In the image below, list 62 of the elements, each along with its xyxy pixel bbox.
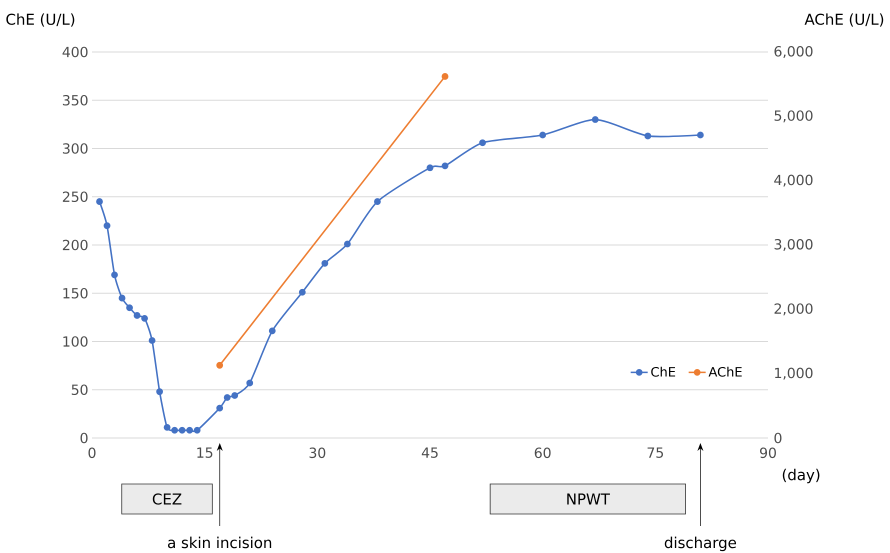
point [96,198,103,205]
y2-tick-label: 1,000 [775,368,813,380]
y2-tick-label: 0 [774,432,782,444]
x-tick-label: 15 [197,448,212,458]
y-tick-label: 0 [80,432,88,444]
point [224,394,231,401]
y-tick-label: 400 [62,46,88,58]
text: CEZ [152,493,182,505]
y-axis-title: ChE (U/L) [6,13,74,27]
y2-tick-label: 2,000 [774,303,813,316]
y2-tick-label: 3,000 [774,239,813,251]
y-tick-label: 150 [63,288,88,299]
point [156,388,163,396]
point [298,288,306,296]
y2-axis-title: AChE (U/L) [804,13,884,27]
point [141,314,148,322]
legend-label: AChE [708,366,742,377]
point [178,426,186,434]
point [321,260,328,267]
point [148,337,156,344]
point [118,294,126,302]
y2-tick-label: 5,000 [774,110,813,122]
x-tick-label: 45 [422,448,438,458]
y2-tick-label: 4,000 [774,174,813,187]
point [344,240,351,248]
point [126,304,133,312]
x-axis-title: (day) [782,468,820,484]
point [134,312,140,319]
point [374,198,381,205]
y-tick-label: 200 [62,240,88,250]
y-tick-label: 50 [72,384,88,396]
y-tick-label: 100 [63,336,88,347]
point [479,139,486,146]
point [186,426,194,434]
y-tick-label: 350 [62,94,88,106]
point [592,116,599,123]
y2-tick-label: 6,000 [774,46,813,58]
text: a skin incision [168,536,272,548]
point [164,424,171,431]
point [644,132,652,140]
point [194,426,201,434]
point [111,272,118,278]
text: NPWT [567,494,610,504]
point [539,132,546,138]
x-tick-label: 90 [760,448,776,458]
y-tick-label: 250 [62,191,88,202]
point [104,222,110,230]
x-tick-label: 30 [310,448,326,458]
x-tick-label: 0 [88,448,96,458]
text: discharge [664,536,736,552]
point [216,404,224,412]
y-tick-label: 300 [62,143,88,154]
point [171,426,178,434]
point [442,162,448,170]
point [426,164,434,172]
legend-label: ChE [651,366,676,377]
point [697,132,704,138]
point [268,327,276,334]
x-tick-label: 60 [534,448,551,458]
point [231,392,238,399]
x-tick-label: 75 [648,448,663,458]
point [246,380,254,386]
